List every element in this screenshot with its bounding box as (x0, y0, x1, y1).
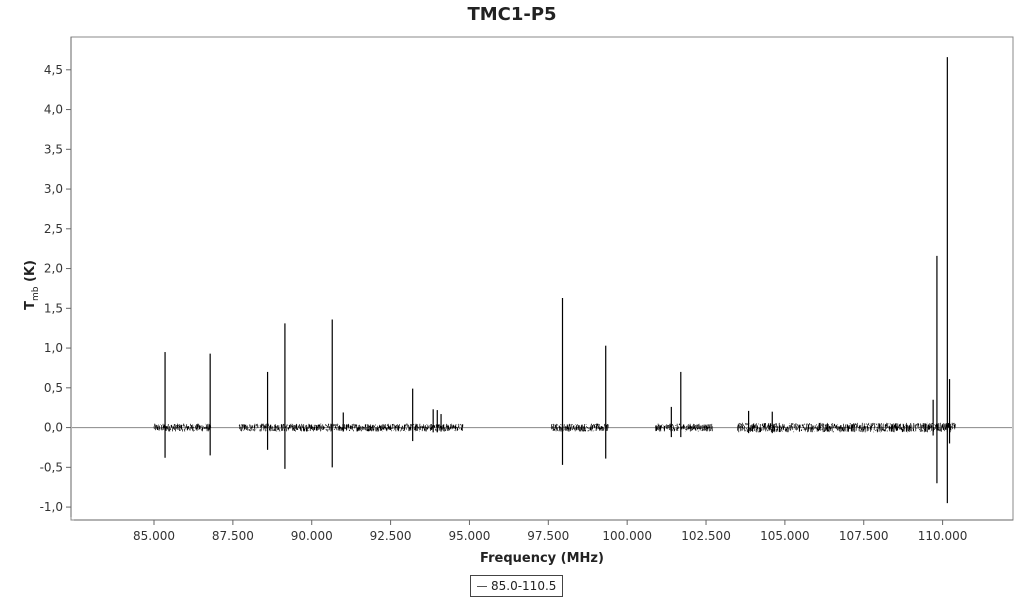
y-tick-label: 3,5 (44, 142, 63, 156)
y-axis-title-unit: (K) (23, 260, 38, 286)
y-tick-label: 1,0 (44, 341, 63, 355)
legend: 85.0-110.5 (470, 575, 564, 597)
chart-title: TMC1-P5 (467, 4, 557, 25)
y-tick-label: 4,0 (44, 103, 63, 117)
y-axis-title-sub: mb (31, 286, 41, 301)
x-tick-label: 85.000 (133, 529, 175, 543)
x-tick-label: 92.500 (370, 529, 412, 543)
x-tick-label: 100.000 (602, 529, 652, 543)
x-ticks: 85.000 87.500 90.000 92.500 95.000 97.500 100.… (133, 520, 967, 543)
y-tick-label: 1,5 (44, 301, 63, 315)
series-layer (153, 57, 956, 504)
y-tick-label: 2,5 (44, 222, 63, 236)
x-tick-label: 97.500 (527, 529, 569, 543)
legend-swatch (477, 585, 487, 587)
x-tick-label: 102.500 (681, 529, 731, 543)
y-tick-label: -0,5 (40, 460, 63, 474)
y-tick-label: 2,0 (44, 262, 63, 276)
x-tick-label: 95.000 (448, 529, 490, 543)
x-tick-label: 90.000 (291, 529, 333, 543)
y-ticks: -1,0 -0,5 0,0 0,5 1,0 1,5 2,0 2,5 3,0 3,5 4,0 4,5 (40, 63, 71, 514)
x-tick-label: 87.500 (212, 529, 254, 543)
y-tick-label: 0,5 (44, 381, 63, 395)
noise-segment (551, 423, 609, 432)
y-tick-label: -1,0 (40, 500, 63, 514)
x-tick-label: 107.500 (839, 529, 889, 543)
legend-label: 85.0-110.5 (491, 579, 557, 593)
y-tick-label: 0,0 (44, 421, 63, 435)
y-axis-title-main: T (23, 301, 38, 310)
noise-segment (153, 423, 212, 432)
noise-segment (238, 423, 464, 432)
x-tick-label: 105.000 (760, 529, 810, 543)
y-axis-title: Tmb (K) (23, 260, 41, 310)
y-tick-label: 4,5 (44, 63, 63, 77)
x-axis-title: Frequency (MHz) (480, 551, 604, 566)
plot-frame (70, 36, 1014, 521)
noise-segment (737, 422, 956, 433)
y-tick-label: 3,0 (44, 182, 63, 196)
x-tick-label: 110.000 (918, 529, 968, 543)
